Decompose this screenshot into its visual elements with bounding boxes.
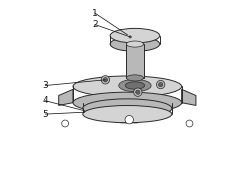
Ellipse shape bbox=[125, 82, 145, 89]
Ellipse shape bbox=[73, 76, 182, 97]
Circle shape bbox=[103, 78, 107, 82]
Polygon shape bbox=[126, 44, 144, 78]
Text: 5: 5 bbox=[42, 110, 48, 119]
Circle shape bbox=[134, 88, 142, 96]
Ellipse shape bbox=[110, 37, 160, 51]
Text: 2: 2 bbox=[92, 20, 98, 29]
Circle shape bbox=[125, 116, 133, 124]
Circle shape bbox=[136, 90, 140, 94]
Circle shape bbox=[62, 120, 69, 127]
Circle shape bbox=[186, 120, 193, 127]
Text: 1: 1 bbox=[92, 9, 98, 18]
Ellipse shape bbox=[83, 99, 172, 118]
Ellipse shape bbox=[110, 28, 160, 43]
Ellipse shape bbox=[126, 75, 144, 81]
Polygon shape bbox=[121, 114, 138, 123]
Polygon shape bbox=[59, 89, 73, 105]
Ellipse shape bbox=[83, 106, 172, 123]
Circle shape bbox=[157, 80, 165, 89]
Ellipse shape bbox=[119, 79, 151, 92]
Circle shape bbox=[101, 76, 110, 84]
Circle shape bbox=[159, 83, 163, 87]
Text: 3: 3 bbox=[42, 81, 48, 90]
Ellipse shape bbox=[73, 92, 182, 113]
Polygon shape bbox=[182, 89, 196, 105]
Circle shape bbox=[129, 36, 131, 38]
Text: 4: 4 bbox=[42, 96, 48, 105]
Ellipse shape bbox=[126, 41, 144, 47]
